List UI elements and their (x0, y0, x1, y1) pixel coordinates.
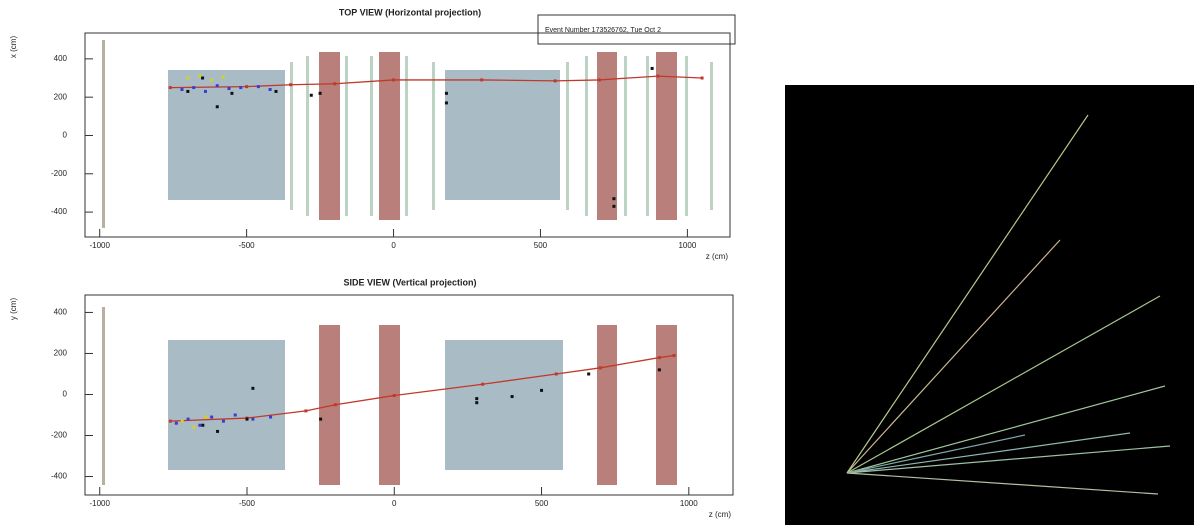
y-tick-label: -400 (51, 472, 68, 481)
hit (234, 414, 237, 417)
track-point (598, 78, 601, 81)
hit (319, 92, 322, 95)
hit (540, 389, 543, 392)
hit (210, 78, 213, 81)
track-point (392, 78, 395, 81)
hit (210, 416, 213, 419)
hit (187, 418, 190, 421)
hit (198, 424, 201, 427)
hit (269, 88, 272, 91)
hit (230, 92, 233, 95)
hit (181, 420, 184, 423)
hit (216, 84, 219, 87)
x-tick-label: 0 (392, 499, 397, 508)
y-tick-label: -200 (51, 431, 68, 440)
x-tick-label: -1000 (89, 241, 110, 250)
hit (239, 86, 242, 89)
track-display (785, 85, 1194, 525)
hit (511, 395, 514, 398)
track-point (334, 403, 337, 406)
track-point (701, 77, 704, 80)
track-point (599, 366, 602, 369)
x-tick-label: -500 (239, 241, 256, 250)
x-tick-label: 0 (391, 241, 396, 250)
hit (222, 76, 225, 79)
track-point (481, 383, 484, 386)
y-axis-label: y (cm) (9, 298, 18, 321)
track-point (657, 75, 660, 78)
hit (198, 75, 201, 78)
hit (475, 397, 478, 400)
chart-title: SIDE VIEW (Vertical projection) (343, 277, 476, 287)
y-tick-label: 200 (54, 92, 68, 101)
hit (612, 197, 615, 200)
detector-top (102, 40, 713, 228)
hit (612, 205, 615, 208)
hit (246, 418, 249, 421)
hit (658, 368, 661, 371)
x-tick-label: 500 (534, 241, 548, 250)
hit (275, 90, 278, 93)
hit (651, 67, 654, 70)
x-axis-label: z (cm) (709, 510, 732, 519)
page: {"chart_data": [ {"type": "scatter", "ti… (0, 0, 1194, 530)
chart-title: TOP VIEW (Horizontal projection) (339, 7, 481, 17)
hit (186, 90, 189, 93)
y-tick-label: 0 (63, 390, 68, 399)
track-point (554, 79, 557, 82)
track-point (304, 409, 307, 412)
hit (175, 422, 178, 425)
y-axis-label: x (cm) (9, 36, 18, 59)
hit (180, 88, 183, 91)
event-display: Event Number 173526762, Tue Oct 2 TOP VI… (0, 0, 1194, 525)
y-tick-label: 0 (63, 131, 68, 140)
hit (257, 85, 260, 88)
hit (222, 420, 225, 423)
hit (201, 77, 204, 80)
hit (587, 372, 590, 375)
hit (269, 416, 272, 419)
x-tick-label: -1000 (89, 499, 110, 508)
hit (186, 77, 189, 80)
hit (192, 426, 195, 429)
hit (216, 430, 219, 433)
track-point (673, 354, 676, 357)
y-tick-label: 400 (54, 308, 68, 317)
hit (227, 87, 230, 90)
y-tick-label: -200 (51, 169, 68, 178)
hit (204, 416, 207, 419)
y-tick-label: 200 (54, 349, 68, 358)
track-point (289, 83, 292, 86)
x-tick-label: 500 (535, 499, 549, 508)
x-tick-label: -500 (239, 499, 256, 508)
track-point (169, 420, 172, 423)
x-tick-label: 1000 (678, 241, 696, 250)
track-point (333, 82, 336, 85)
hit (475, 401, 478, 404)
hit (445, 92, 448, 95)
hit (201, 424, 204, 427)
y-tick-label: 400 (54, 54, 68, 63)
hit (445, 101, 448, 104)
track-point (393, 394, 396, 397)
track-point (480, 78, 483, 81)
track-point (555, 372, 558, 375)
y-tick-label: -400 (51, 207, 68, 216)
track-point (245, 85, 248, 88)
hit (319, 418, 322, 421)
hit (216, 105, 219, 108)
hit (204, 90, 207, 93)
x-tick-label: 1000 (680, 499, 698, 508)
hit (251, 387, 254, 390)
x-axis-label: z (cm) (706, 252, 729, 261)
hit (192, 86, 195, 89)
track-point (658, 356, 661, 359)
hit (310, 94, 313, 97)
hit (251, 418, 254, 421)
track-point (169, 86, 172, 89)
